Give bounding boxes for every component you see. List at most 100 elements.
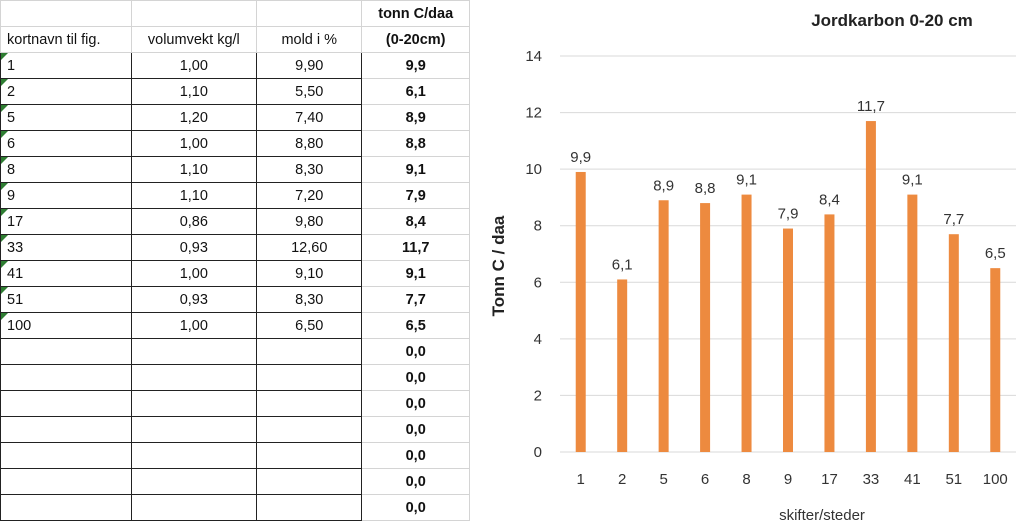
result-cell[interactable]: 0,0 (361, 390, 470, 417)
table-cell[interactable]: 6 (0, 130, 132, 157)
table-cell[interactable] (130, 338, 258, 365)
table-cell[interactable]: 1,00 (130, 52, 258, 79)
bar[interactable] (990, 268, 1001, 452)
x-tick-label: 1 (577, 471, 585, 488)
table-cell[interactable]: 33 (0, 234, 132, 261)
header-cell[interactable] (256, 0, 363, 27)
table-cell[interactable] (0, 364, 132, 391)
table-cell[interactable] (130, 364, 258, 391)
table-row: 0,0 (0, 364, 470, 391)
bar[interactable] (865, 121, 876, 453)
result-cell[interactable]: 0,0 (361, 416, 470, 443)
result-cell[interactable]: 0,0 (361, 364, 470, 391)
table-cell[interactable]: 8,30 (256, 286, 363, 313)
bar[interactable] (700, 203, 711, 452)
table-cell[interactable]: 5,50 (256, 78, 363, 105)
table-cell[interactable] (256, 338, 363, 365)
result-cell[interactable]: 9,1 (361, 260, 470, 287)
table-row: 51 0,93 8,30 7,7 (0, 286, 470, 313)
result-cell[interactable]: 8,8 (361, 130, 470, 157)
result-cell[interactable]: 7,9 (361, 182, 470, 209)
result-cell[interactable]: 0,0 (361, 494, 470, 521)
result-cell[interactable]: 6,5 (361, 312, 470, 339)
table-cell[interactable]: 7,20 (256, 182, 363, 209)
table-cell[interactable] (256, 416, 363, 443)
table-cell[interactable]: 9 (0, 182, 132, 209)
result-cell[interactable]: 0,0 (361, 442, 470, 469)
table-cell[interactable] (0, 338, 132, 365)
header-cell[interactable]: volumvekt kg/l (130, 26, 258, 53)
table-cell[interactable]: 8 (0, 156, 132, 183)
y-tick-label: 6 (534, 274, 542, 291)
table-cell[interactable]: 41 (0, 260, 132, 287)
result-cell[interactable]: 9,9 (361, 52, 470, 79)
table-row: 17 0,86 9,80 8,4 (0, 208, 470, 235)
table-row: 5 1,20 7,40 8,9 (0, 104, 470, 131)
table-cell[interactable] (130, 390, 258, 417)
table-cell[interactable]: 12,60 (256, 234, 363, 261)
table-cell[interactable]: 6,50 (256, 312, 363, 339)
result-cell[interactable]: 0,0 (361, 468, 470, 495)
table-cell[interactable]: 1 (0, 52, 132, 79)
bar[interactable] (783, 228, 793, 452)
bar[interactable] (658, 200, 669, 452)
table-cell[interactable] (0, 390, 132, 417)
table-cell[interactable]: 100 (0, 312, 132, 339)
table-cell[interactable]: 9,10 (256, 260, 363, 287)
result-cell[interactable]: 8,4 (361, 208, 470, 235)
table-cell[interactable]: 1,20 (130, 104, 258, 131)
bar[interactable] (617, 279, 628, 452)
table-cell[interactable]: 9,90 (256, 52, 363, 79)
bar[interactable] (824, 214, 835, 452)
table-cell[interactable] (130, 416, 258, 443)
table-cell[interactable] (130, 494, 258, 521)
header-cell[interactable] (130, 0, 258, 27)
table-cell[interactable] (256, 468, 363, 495)
table-cell[interactable]: 0,86 (130, 208, 258, 235)
table-cell[interactable] (0, 442, 132, 469)
table-cell[interactable]: 8,80 (256, 130, 363, 157)
bar[interactable] (907, 194, 918, 452)
result-cell[interactable]: 11,7 (361, 234, 470, 261)
bar[interactable] (575, 171, 586, 452)
table-cell[interactable] (0, 494, 132, 521)
x-tick-label: 100 (983, 471, 1008, 488)
table-row: 0,0 (0, 390, 470, 417)
table-cell[interactable] (0, 416, 132, 443)
table-cell[interactable]: 1,00 (130, 260, 258, 287)
table-cell[interactable] (130, 468, 258, 495)
table-cell[interactable]: 9,80 (256, 208, 363, 235)
header-cell[interactable]: kortnavn til fig. (0, 26, 132, 53)
bar[interactable] (741, 194, 752, 452)
result-cell[interactable]: 9,1 (361, 156, 470, 183)
table-cell[interactable]: 0,93 (130, 286, 258, 313)
table-cell[interactable]: 0,93 (130, 234, 258, 261)
header-cell[interactable]: tonn C/daa (361, 0, 470, 27)
data-label: 11,7 (857, 98, 885, 115)
table-cell[interactable]: 8,30 (256, 156, 363, 183)
table-cell[interactable]: 1,00 (130, 130, 258, 157)
table-cell[interactable]: 1,10 (130, 182, 258, 209)
header-cell[interactable] (0, 0, 132, 27)
table-cell[interactable] (256, 390, 363, 417)
table-cell[interactable] (0, 468, 132, 495)
result-cell[interactable]: 8,9 (361, 104, 470, 131)
header-cell[interactable]: mold i % (256, 26, 363, 53)
table-cell[interactable]: 1,10 (130, 78, 258, 105)
table-cell[interactable] (256, 364, 363, 391)
table-cell[interactable] (256, 494, 363, 521)
table-cell[interactable]: 7,40 (256, 104, 363, 131)
bar[interactable] (948, 234, 959, 452)
result-cell[interactable]: 6,1 (361, 78, 470, 105)
header-cell[interactable]: (0-20cm) (361, 26, 470, 53)
table-cell[interactable]: 1,00 (130, 312, 258, 339)
table-cell[interactable]: 17 (0, 208, 132, 235)
table-cell[interactable]: 2 (0, 78, 132, 105)
table-cell[interactable]: 1,10 (130, 156, 258, 183)
table-cell[interactable] (256, 442, 363, 469)
result-cell[interactable]: 0,0 (361, 338, 470, 365)
table-cell[interactable]: 51 (0, 286, 132, 313)
table-cell[interactable] (130, 442, 258, 469)
result-cell[interactable]: 7,7 (361, 286, 470, 313)
table-cell[interactable]: 5 (0, 104, 132, 131)
